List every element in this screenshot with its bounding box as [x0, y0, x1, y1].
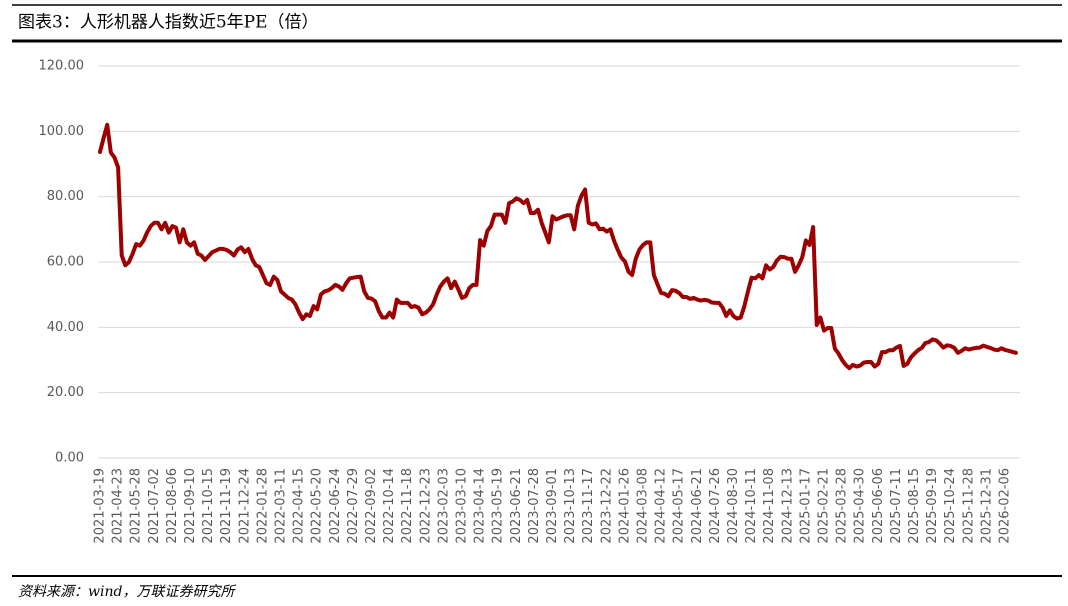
x-tick-label: 2025-09-19 — [925, 468, 940, 544]
x-tick-label: 2022-11-18 — [400, 468, 415, 544]
x-tick-label: 2024-10-11 — [744, 468, 759, 544]
y-tick-label: 0.00 — [55, 451, 84, 466]
chart-title: 图表3：人形机器人指数近5年PE（倍） — [18, 13, 318, 33]
x-tick-label: 2023-04-14 — [473, 468, 488, 544]
x-tick-label: 2023-10-13 — [563, 468, 578, 544]
x-tick-label: 2023-11-17 — [581, 468, 596, 544]
x-tick-label: 2022-04-15 — [292, 468, 307, 544]
x-tick-label: 2025-04-30 — [853, 468, 868, 544]
x-tick-label: 2023-07-28 — [527, 468, 542, 544]
x-tick-label: 2021-07-02 — [147, 468, 162, 544]
x-tick-label: 2024-01-26 — [617, 468, 632, 544]
x-tick-label: 2025-02-21 — [817, 468, 832, 544]
x-tick-label: 2023-12-22 — [599, 468, 614, 544]
x-tick-label: 2022-07-29 — [346, 468, 361, 544]
y-tick-label: 40.00 — [47, 320, 84, 335]
x-tick-label: 2023-09-01 — [545, 468, 560, 544]
x-tick-label: 2025-01-17 — [798, 468, 813, 544]
x-tick-label: 2021-05-28 — [129, 468, 144, 544]
x-tick-label: 2024-08-30 — [726, 468, 741, 544]
x-tick-label: 2024-12-13 — [780, 468, 795, 544]
x-tick-label: 2023-02-03 — [436, 468, 451, 544]
y-tick-label: 100.00 — [39, 124, 85, 139]
x-tick-label: 2021-03-19 — [93, 468, 108, 544]
x-tick-label: 2022-06-24 — [328, 468, 343, 544]
x-tick-label: 2025-03-28 — [835, 468, 850, 544]
y-tick-label: 120.00 — [39, 59, 85, 74]
x-tick-label: 2022-09-02 — [364, 468, 379, 544]
source-note: 资料来源：wind，万联证券研究所 — [18, 584, 236, 600]
x-tick-label: 2025-08-15 — [907, 468, 922, 544]
x-tick-label: 2021-10-15 — [201, 468, 216, 544]
x-tick-label: 2025-07-11 — [889, 468, 904, 544]
x-tick-label: 2021-12-24 — [237, 468, 252, 544]
x-tick-label: 2025-06-06 — [871, 468, 886, 544]
x-tick-label: 2024-11-08 — [762, 468, 777, 544]
x-tick-label: 2024-04-12 — [654, 468, 669, 544]
y-tick-label: 60.00 — [47, 255, 84, 270]
x-tick-label: 2021-11-19 — [219, 468, 234, 544]
x-tick-label: 2024-05-17 — [672, 468, 687, 544]
x-tick-label: 2022-03-11 — [274, 468, 289, 544]
x-tick-label: 2024-07-26 — [708, 468, 723, 544]
y-tick-label: 80.00 — [47, 189, 84, 204]
x-tick-label: 2022-12-23 — [418, 468, 433, 544]
x-tick-label: 2025-10-24 — [943, 468, 958, 544]
x-tick-label: 2021-04-23 — [111, 468, 126, 544]
x-tick-label: 2026-02-06 — [998, 468, 1013, 544]
x-tick-label: 2023-03-10 — [455, 468, 470, 544]
x-tick-label: 2021-08-06 — [165, 468, 180, 544]
x-tick-label: 2021-09-10 — [183, 468, 198, 544]
x-tick-label: 2025-12-31 — [979, 468, 994, 544]
y-tick-label: 20.00 — [47, 385, 84, 400]
x-tick-label: 2022-10-14 — [382, 468, 397, 544]
x-tick-label: 2024-03-08 — [636, 468, 651, 544]
x-tick-label: 2022-01-28 — [255, 468, 270, 544]
x-tick-label: 2025-11-28 — [961, 468, 976, 544]
x-tick-label: 2023-05-19 — [491, 468, 506, 544]
x-tick-label: 2023-06-21 — [509, 468, 524, 544]
x-tick-label: 2024-06-21 — [690, 468, 705, 544]
x-tick-label: 2022-05-20 — [310, 468, 325, 544]
pe-line — [98, 122, 1018, 371]
